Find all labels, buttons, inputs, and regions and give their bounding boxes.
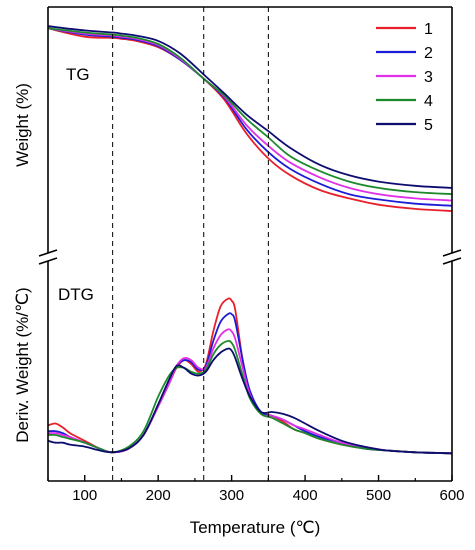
plot-frame [38, 6, 462, 482]
axis-break-mark [442, 249, 462, 257]
x-tick-label: 600 [439, 487, 464, 504]
x-tick-label: 500 [366, 487, 391, 504]
tg-y-axis-title: Weight (%) [13, 83, 32, 167]
dtg-series-5-line [47, 347, 453, 455]
legend-label-2: 2 [424, 45, 433, 62]
dtg-series-2-line [47, 312, 453, 455]
tg-series-1-line [47, 27, 453, 212]
x-tick-label: 100 [72, 487, 97, 504]
x-axis-title: Temperature (℃) [190, 518, 321, 537]
legend: 1 2 3 4 5 [376, 21, 433, 134]
tg-panel-label: TG [66, 65, 90, 84]
reference-lines [112, 7, 269, 481]
dtg-y-axis-title: Deriv. Weight (%/℃) [13, 287, 32, 442]
legend-label-3: 3 [424, 69, 433, 86]
dtg-series-1-line [47, 297, 453, 455]
legend-label-1: 1 [424, 21, 433, 38]
dtg-panel-label: DTG [58, 285, 94, 304]
x-tick-label: 300 [219, 487, 244, 504]
x-tick-label: 200 [146, 487, 171, 504]
x-tick-label: 400 [293, 487, 318, 504]
legend-label-5: 5 [424, 117, 433, 134]
legend-label-4: 4 [424, 93, 433, 110]
tg-series-5-line [47, 25, 453, 189]
tg-series-3-line [47, 27, 453, 202]
axis-break-mark [38, 257, 58, 265]
axis-break-mark [442, 257, 462, 265]
tg-series-group [47, 25, 453, 212]
axis-break-mark [38, 249, 58, 257]
dtg-series-group [47, 297, 453, 455]
x-axis-ticks: 100 200 300 400 500 600 [47, 475, 465, 504]
tg-series-4-line [47, 27, 453, 196]
